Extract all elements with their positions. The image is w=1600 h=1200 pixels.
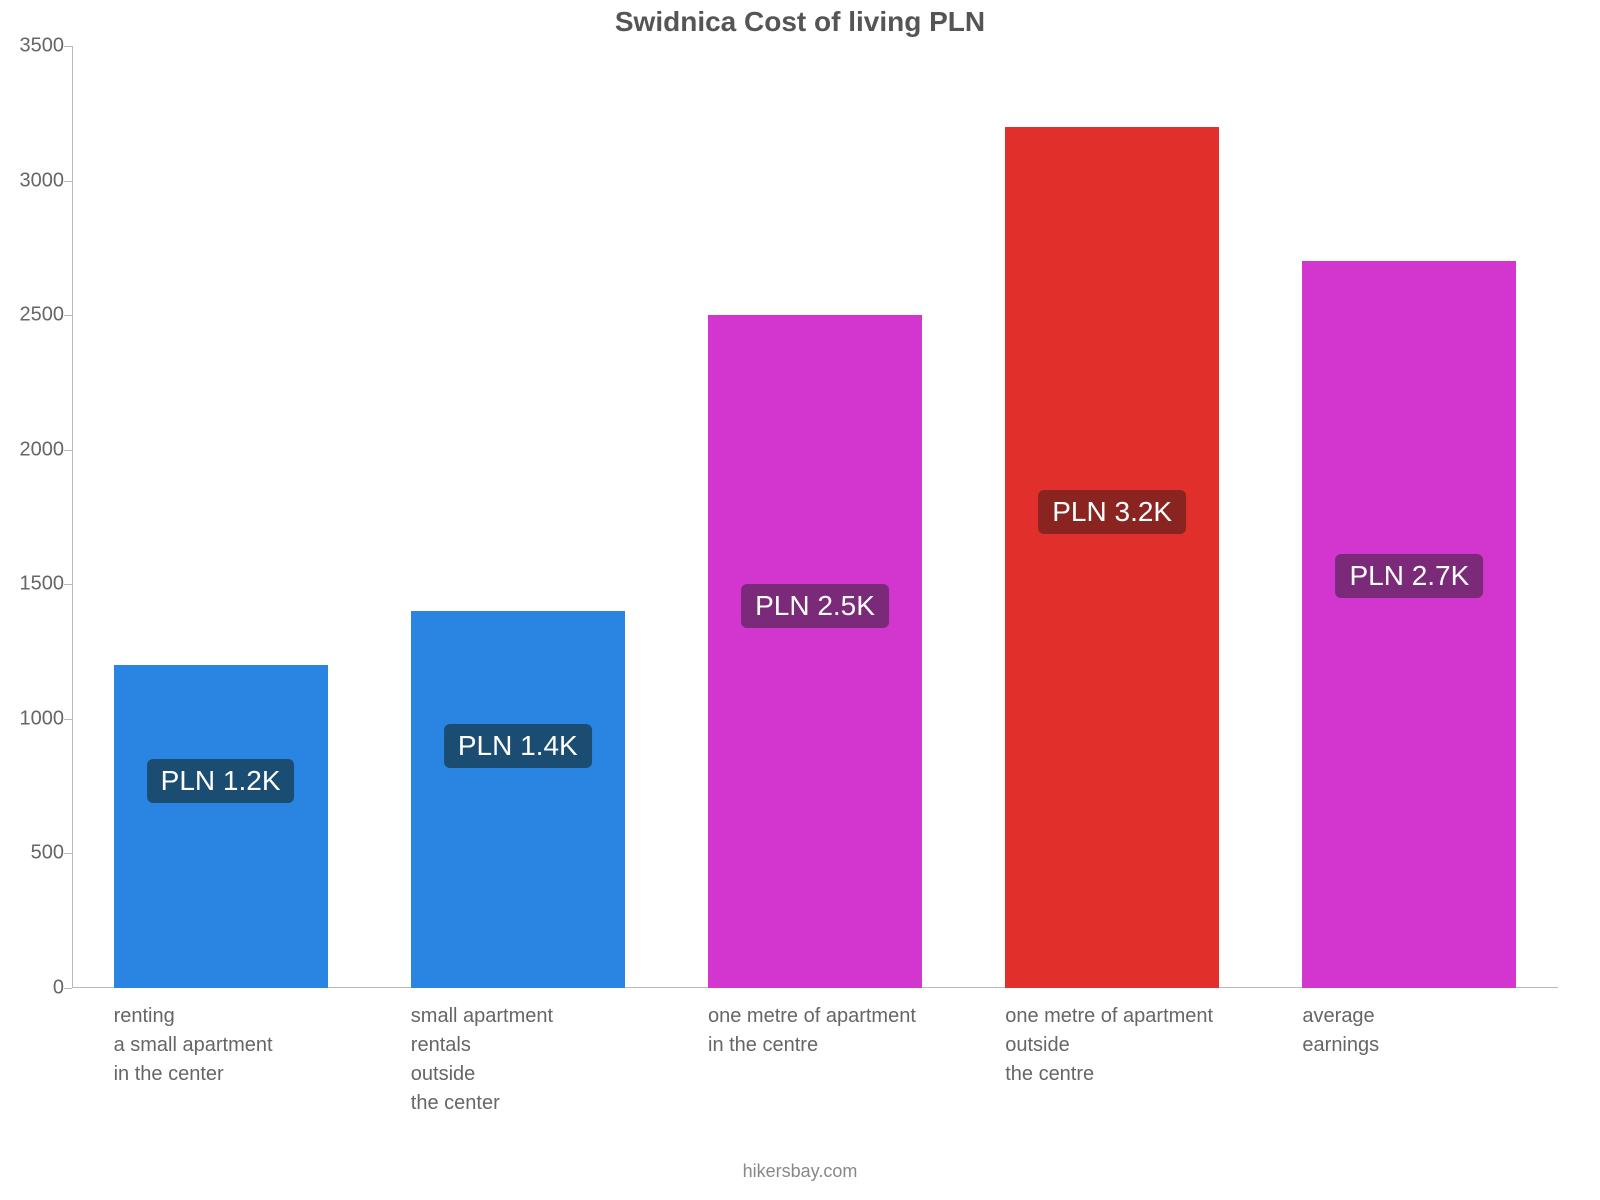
y-tick-label: 2000 xyxy=(4,438,64,461)
y-tick-mark xyxy=(64,719,72,720)
chart-title: Swidnica Cost of living PLN xyxy=(0,6,1600,38)
bar-value-label: PLN 1.4K xyxy=(444,724,592,768)
y-tick-mark xyxy=(64,853,72,854)
bar xyxy=(1005,127,1219,988)
y-tick-mark xyxy=(64,181,72,182)
y-tick-label: 500 xyxy=(4,842,64,865)
y-tick-mark xyxy=(64,988,72,989)
bar-value-label: PLN 3.2K xyxy=(1038,490,1186,534)
bar xyxy=(708,315,922,988)
y-tick-mark xyxy=(64,584,72,585)
bar-value-label: PLN 2.5K xyxy=(741,584,889,628)
y-tick-mark xyxy=(64,315,72,316)
y-tick-label: 1000 xyxy=(4,707,64,730)
bar-value-label: PLN 2.7K xyxy=(1335,554,1483,598)
y-tick-label: 1500 xyxy=(4,573,64,596)
bar xyxy=(1302,261,1516,988)
y-tick-label: 0 xyxy=(4,977,64,1000)
y-tick-label: 3000 xyxy=(4,169,64,192)
x-category-label: one metre of apartment outside the centr… xyxy=(1005,1002,1302,1089)
bar-value-label: PLN 1.2K xyxy=(147,759,295,803)
x-category-label: renting a small apartment in the center xyxy=(114,1002,411,1089)
bar xyxy=(114,665,328,988)
cost-of-living-chart: Swidnica Cost of living PLN hikersbay.co… xyxy=(0,0,1600,1200)
x-category-label: small apartment rentals outside the cent… xyxy=(411,1002,708,1118)
x-category-label: average earnings xyxy=(1302,1002,1599,1060)
y-tick-label: 3500 xyxy=(4,35,64,58)
bar xyxy=(411,611,625,988)
y-tick-mark xyxy=(64,46,72,47)
x-category-label: one metre of apartment in the centre xyxy=(708,1002,1005,1060)
y-tick-mark xyxy=(64,450,72,451)
chart-footer: hikersbay.com xyxy=(0,1161,1600,1182)
y-tick-label: 2500 xyxy=(4,304,64,327)
